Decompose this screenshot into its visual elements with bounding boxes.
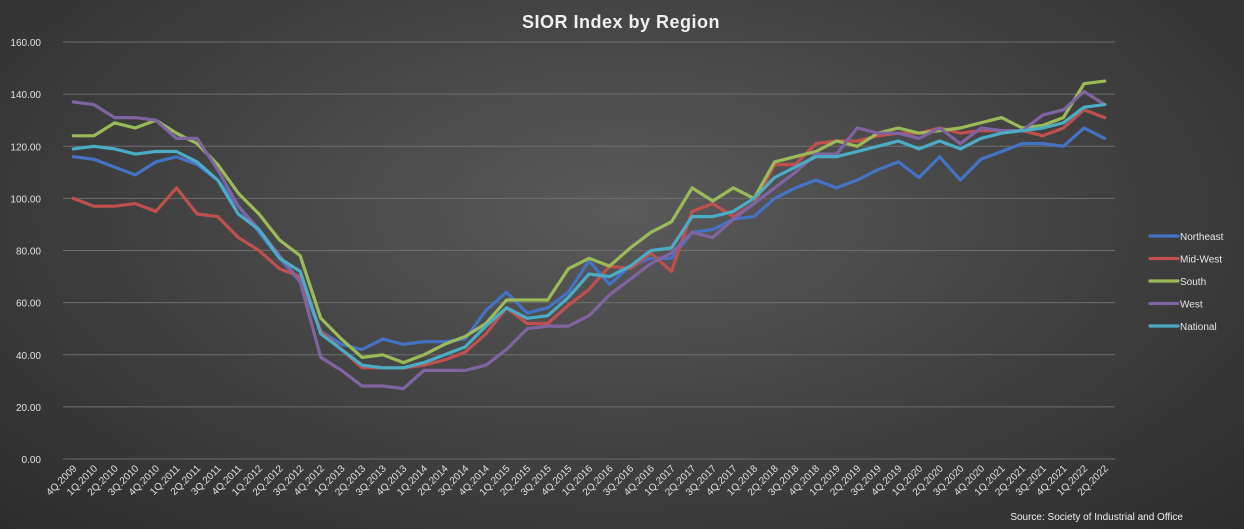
x-axis-ticks: 4Q.20091Q.20102Q.20103Q.20104Q.20101Q.20… [45,463,1112,498]
source-note: Source: Society of Industrial and Office [1010,512,1183,523]
legend-label: Mid-West [1180,255,1222,266]
y-axis-ticks: 0.00 20.00 40.00 60.00 80.00 100.00 120.00 140.… [10,38,41,466]
series-line-west [71,89,1107,391]
y-tick-label: 160.00 [10,38,41,49]
legend-label: Northeast [1180,232,1224,243]
legend-label: South [1180,277,1206,288]
y-tick-label: 140.00 [10,90,41,101]
series-lines [71,79,1107,391]
legend-label: National [1180,322,1217,333]
y-tick-label: 60.00 [16,299,41,310]
series-line-mid-west [71,108,1107,370]
y-tick-label: 80.00 [16,247,41,258]
legend-label: West [1180,300,1203,311]
y-tick-label: 20.00 [16,403,41,414]
gridlines [63,41,1115,460]
legend: Northeast Mid-West South West National [1148,232,1224,333]
chart-title: SIOR Index by Region [522,12,720,32]
y-tick-label: 120.00 [10,142,41,153]
y-tick-label: 100.00 [10,194,41,205]
y-tick-label: 40.00 [16,351,41,362]
series-line-south [71,79,1107,365]
series-line-national [71,102,1107,370]
y-tick-label: 0.00 [22,455,42,466]
